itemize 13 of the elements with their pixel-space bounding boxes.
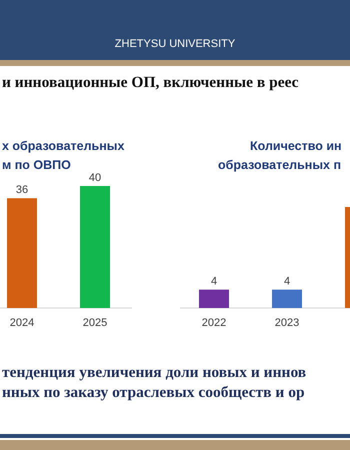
text: ZHETYSU UNIVERSITY	[114, 38, 236, 50]
data-label: 4	[210, 276, 218, 288]
text: и инновационные ОП, включенные в реес	[2, 74, 299, 91]
chart-title: Количество ин образовательных п	[218, 139, 342, 172]
chart-title: х образовательных м по ОВПО	[2, 139, 124, 172]
x-tick-label: 2025	[82, 317, 108, 329]
x-tick-label: 2022	[202, 317, 226, 329]
x-tick-label: 2023	[274, 317, 300, 329]
text: тенденция увеличения доли новых и иннов нных по заказу отраслевых сообществ и ор	[2, 364, 306, 401]
data-label: 36	[16, 184, 28, 196]
x-tick-label: 2024	[10, 317, 34, 329]
data-label: 40	[88, 172, 102, 184]
data-label: 4	[284, 276, 290, 288]
